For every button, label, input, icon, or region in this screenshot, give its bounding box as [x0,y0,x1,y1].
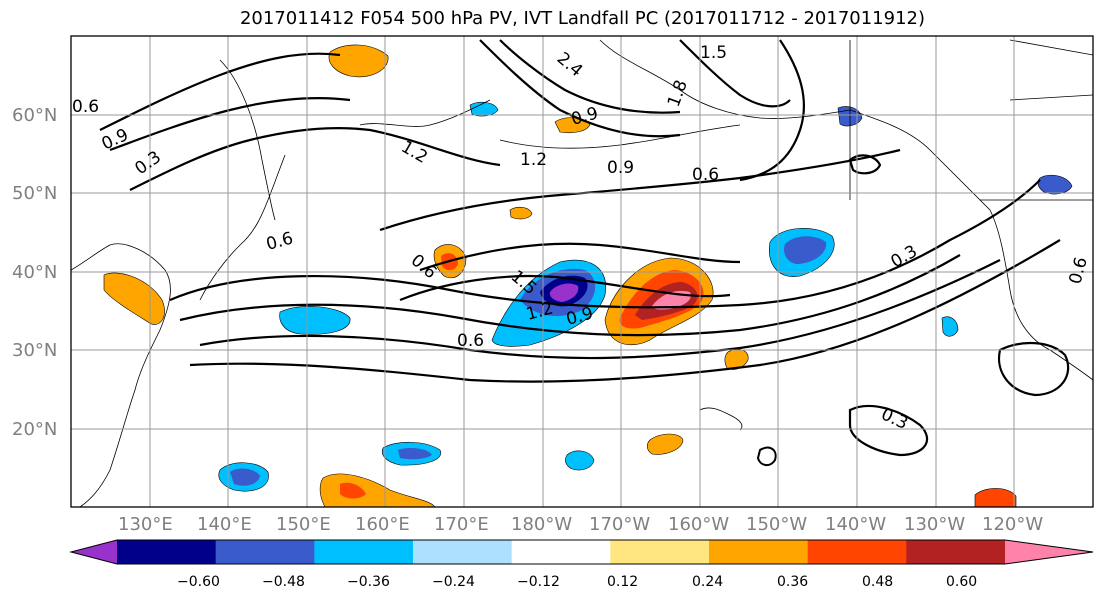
contour-0.9-alaska [739,39,805,182]
coast-kamchatka-west [219,59,276,221]
colorbar-segment [906,540,1006,564]
lat-label: 40°N [12,262,58,283]
shade-central-negative-core [549,283,579,302]
coast-aleutian-east [499,124,741,149]
shade-japan-positive [103,272,165,325]
contour-0.3-north [129,126,501,191]
contour-0.6-north [99,52,341,131]
colorbar-tick: 0.12 [607,574,639,590]
anomaly-shading [103,44,1073,508]
colorbar-segment [610,540,710,564]
contour-0.3-ca [997,341,1070,397]
lon-label: 150°W [746,514,808,535]
lon-label: 170°W [589,514,651,535]
coast-aleutian-west [359,99,491,127]
shade-patch-11 [469,101,499,117]
contour-0.9-north [109,96,351,152]
contour-1.5-alaska [679,39,791,108]
colorbar-segment [314,540,414,564]
shade-patch-15 [509,206,533,220]
colorbar-tick: −0.12 [517,574,560,590]
contour-1.5-ridge [479,39,681,138]
lon-label: 180°W [511,514,573,535]
colorbar-tick: 0.36 [777,574,809,590]
coast-japan [199,154,286,301]
contour-label: 0.6 [72,97,99,117]
shade-patch-5 [319,473,436,508]
shade-patch-7 [565,450,595,471]
colorbar-segment [117,540,217,564]
coast-hawaii [699,407,743,431]
shade-patch-6 [646,433,684,455]
contour-0.3-hawaii-east [848,405,929,457]
lon-label: 140°E [197,514,252,535]
shade-ne-pacific-negative-inner [784,236,827,264]
contour-0.9-mid [399,274,731,302]
shade-patch-4-inner [230,468,260,486]
colorbar-segment [413,540,513,564]
state-borders [980,39,1094,201]
colorbar-tick: 0.24 [692,574,724,590]
colorbar-outline [69,539,1094,565]
lon-label: 160°E [355,514,410,535]
contour-1.2-mid [419,242,741,272]
colorbar-segment [511,540,611,564]
shade-patch-1 [328,44,389,78]
contour-label: 0.6 [692,165,719,185]
contour-1.8-ridge [499,39,681,114]
colorbar-tick: 0.48 [862,574,894,590]
contour-label: 1.5 [700,43,727,63]
colorbar-tick: 0.60 [946,574,978,590]
contour-small-1 [848,154,882,175]
contour-0.3-south-2 [199,259,1001,360]
contour-label: 0.9 [607,158,634,178]
lat-label: 50°N [12,183,58,204]
map-frame [70,35,1094,508]
contour-label: 0.6 [457,331,484,351]
colorbar-segment [807,540,907,564]
lon-label: 150°E [276,514,331,535]
coast-asia [70,243,171,331]
map-title: 2017011412 F054 500 hPa PV, IVT Landfall… [239,8,926,29]
gridlines [71,36,1093,507]
lat-label: 60°N [12,105,58,126]
lon-label: 160°W [668,514,730,535]
lat-label: 20°N [12,419,58,440]
lon-label: 130°E [118,514,173,535]
colorbar-segment [215,540,315,564]
shade-patch-14 [941,316,959,337]
coast-china [79,329,161,508]
colorbar-segments [117,540,1006,564]
colorbar-tick: −0.24 [432,574,475,590]
colorbar-tick: −0.60 [177,574,220,590]
contour-0.6-south [169,179,1041,309]
shade-patch-3-inner [398,447,432,460]
colorbar-extend-left [71,540,117,564]
lon-label: 130°W [904,514,966,535]
contour-label: 1.2 [520,150,547,170]
colorbar-tick: −0.36 [347,574,390,590]
colorbar-segment [709,540,809,564]
lat-label: 30°N [12,340,58,361]
contour-outer-south [189,239,1061,383]
shade-nw-pacific-negative [279,306,351,335]
lon-label: 140°W [825,514,887,535]
contour-0.6-mid [379,148,901,232]
coast-alaska [599,39,851,119]
lon-label: 120°W [982,514,1044,535]
colorbar [69,539,1094,565]
shade-patch-8 [974,488,1017,508]
coast-island [756,446,777,466]
colorbar-extend-right [1005,540,1093,564]
shade-patch-5-inner [340,482,366,499]
lon-label: 170°E [434,514,489,535]
colorbar-tick: −0.48 [262,574,305,590]
